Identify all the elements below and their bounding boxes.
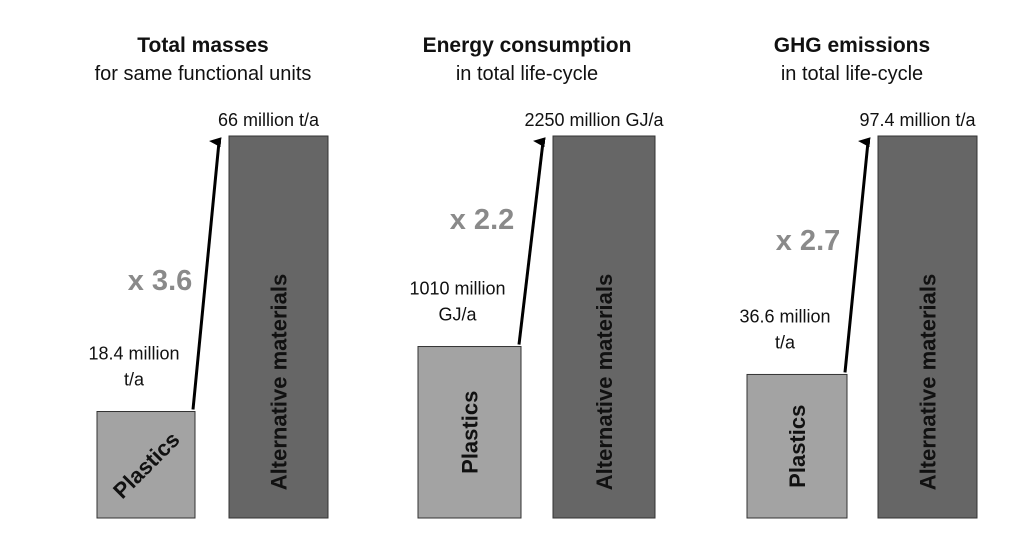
bar-alternative-materials <box>228 135 329 519</box>
chart-title: GHG emissions <box>774 34 930 57</box>
bar-label-plastics: Plastics <box>458 391 483 474</box>
value-label-line: t/a <box>124 370 145 390</box>
bar-plastics <box>417 346 522 519</box>
value-label-line: 36.6 million <box>739 306 830 326</box>
value-label-line: GJ/a <box>438 305 477 325</box>
bar-alternative-materials <box>877 135 978 519</box>
chart-subtitle: in total life-cycle <box>456 63 598 85</box>
multiplier-label: x 2.2 <box>450 204 515 236</box>
chart-subtitle: for same functional units <box>95 63 312 85</box>
value-label-plastics: 36.6 million t/a <box>739 306 830 352</box>
chart-title: Total masses <box>137 34 269 57</box>
bar-label-alternative-materials: Alternative materials <box>592 274 617 490</box>
multiplier-label: x 2.7 <box>776 225 841 257</box>
value-label-line: 18.4 million <box>88 344 179 364</box>
growth-arrow <box>517 137 546 345</box>
value-label-alternative-materials: 2250 million GJ/a <box>524 110 664 130</box>
chart-title: Energy consumption <box>423 34 632 57</box>
chart-panel: Energy consumption in total life-cycle Pla… <box>409 34 665 519</box>
bar-plastics <box>96 411 196 519</box>
growth-arrow <box>191 137 222 410</box>
value-label-alternative-materials: 66 million t/a <box>218 110 320 130</box>
value-label-alternative-materials: 97.4 million t/a <box>859 110 976 130</box>
bar-alternative-materials <box>552 135 656 519</box>
bar-label-alternative-materials: Alternative materials <box>916 274 941 490</box>
chart-subtitle: in total life-cycle <box>781 63 923 85</box>
bar-plastics <box>746 373 848 519</box>
growth-arrow <box>843 137 871 373</box>
chart-panel: GHG emissions in total life-cycle Plastics… <box>739 34 978 519</box>
bar-label-alternative-materials: Alternative materials <box>267 274 292 490</box>
bar-label-plastics: Plastics <box>785 405 810 488</box>
multiplier-label: x 3.6 <box>128 265 193 297</box>
value-label-line: t/a <box>775 332 796 352</box>
value-label-plastics: 18.4 million t/a <box>88 344 179 390</box>
value-label-line: 1010 million <box>409 279 505 299</box>
value-label-plastics: 1010 million GJ/a <box>409 279 505 325</box>
